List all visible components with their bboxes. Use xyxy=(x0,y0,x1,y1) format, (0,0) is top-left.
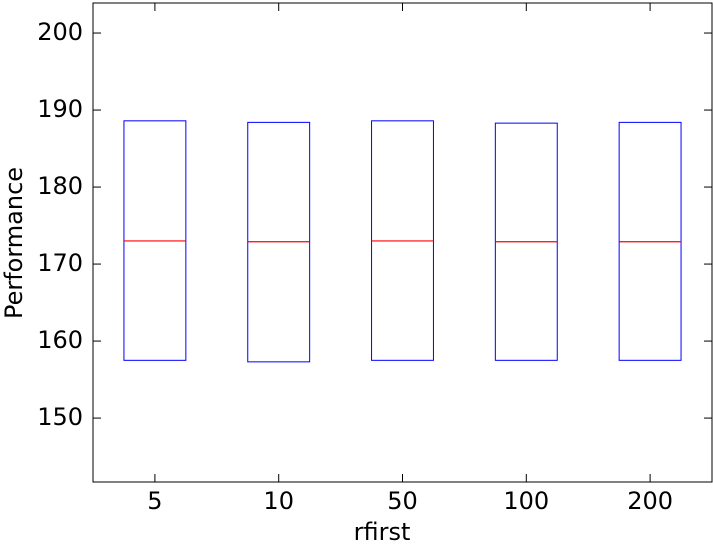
y-axis-label: Performance xyxy=(0,167,28,319)
y-tick-label: 170 xyxy=(37,249,83,277)
x-tick-label: 100 xyxy=(503,487,549,515)
x-tick-label: 200 xyxy=(627,487,673,515)
x-axis-label: rfirst xyxy=(354,518,411,546)
x-tick-label: 10 xyxy=(263,487,294,515)
x-tick-label: 5 xyxy=(147,487,162,515)
y-tick-label: 200 xyxy=(37,18,83,46)
y-tick-label: 180 xyxy=(37,172,83,200)
y-tick-label: 150 xyxy=(37,403,83,431)
x-tick-label: 50 xyxy=(387,487,418,515)
y-tick-label: 160 xyxy=(37,326,83,354)
y-tick-label: 190 xyxy=(37,95,83,123)
